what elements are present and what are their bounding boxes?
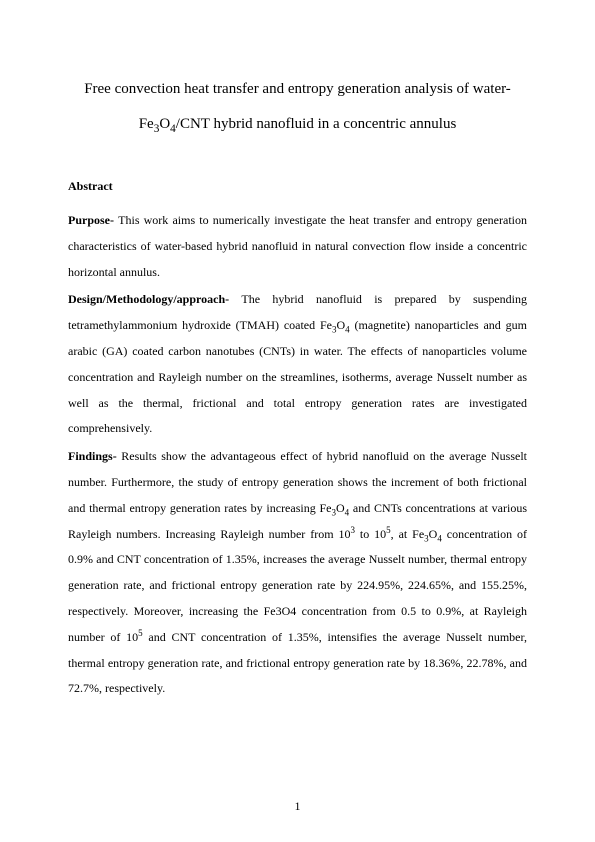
findings-lead: Findings- [68,449,121,463]
findings-e: , at Fe [391,527,425,541]
design-lead: Design/Methodology/approach- [68,292,241,306]
abstract-heading: Abstract [68,179,527,194]
page-number: 1 [0,799,595,814]
design-text-c: (magnetite) nanoparticles and gum arabic… [68,318,527,435]
design-text-b: O [336,318,345,332]
design-paragraph: Design/Methodology/approach- The hybrid … [68,287,527,442]
paper-title: Free convection heat transfer and entrop… [68,72,527,141]
purpose-text: This work aims to numerically investigat… [68,213,527,279]
findings-b: O [336,501,345,515]
title-line-2a: Fe [139,116,154,132]
purpose-lead: Purpose- [68,213,118,227]
title-line-1: Free convection heat transfer and entrop… [84,81,511,97]
purpose-paragraph: Purpose- This work aims to numerically i… [68,208,527,285]
findings-g: concentration of 0.9% and CNT concentrat… [68,527,527,644]
findings-d: to 10 [355,527,386,541]
findings-paragraph: Findings- Results show the advantageous … [68,444,527,702]
title-line-2c: /CNT hybrid nanofluid in a concentric an… [176,116,457,132]
title-line-2b: O [159,116,170,132]
